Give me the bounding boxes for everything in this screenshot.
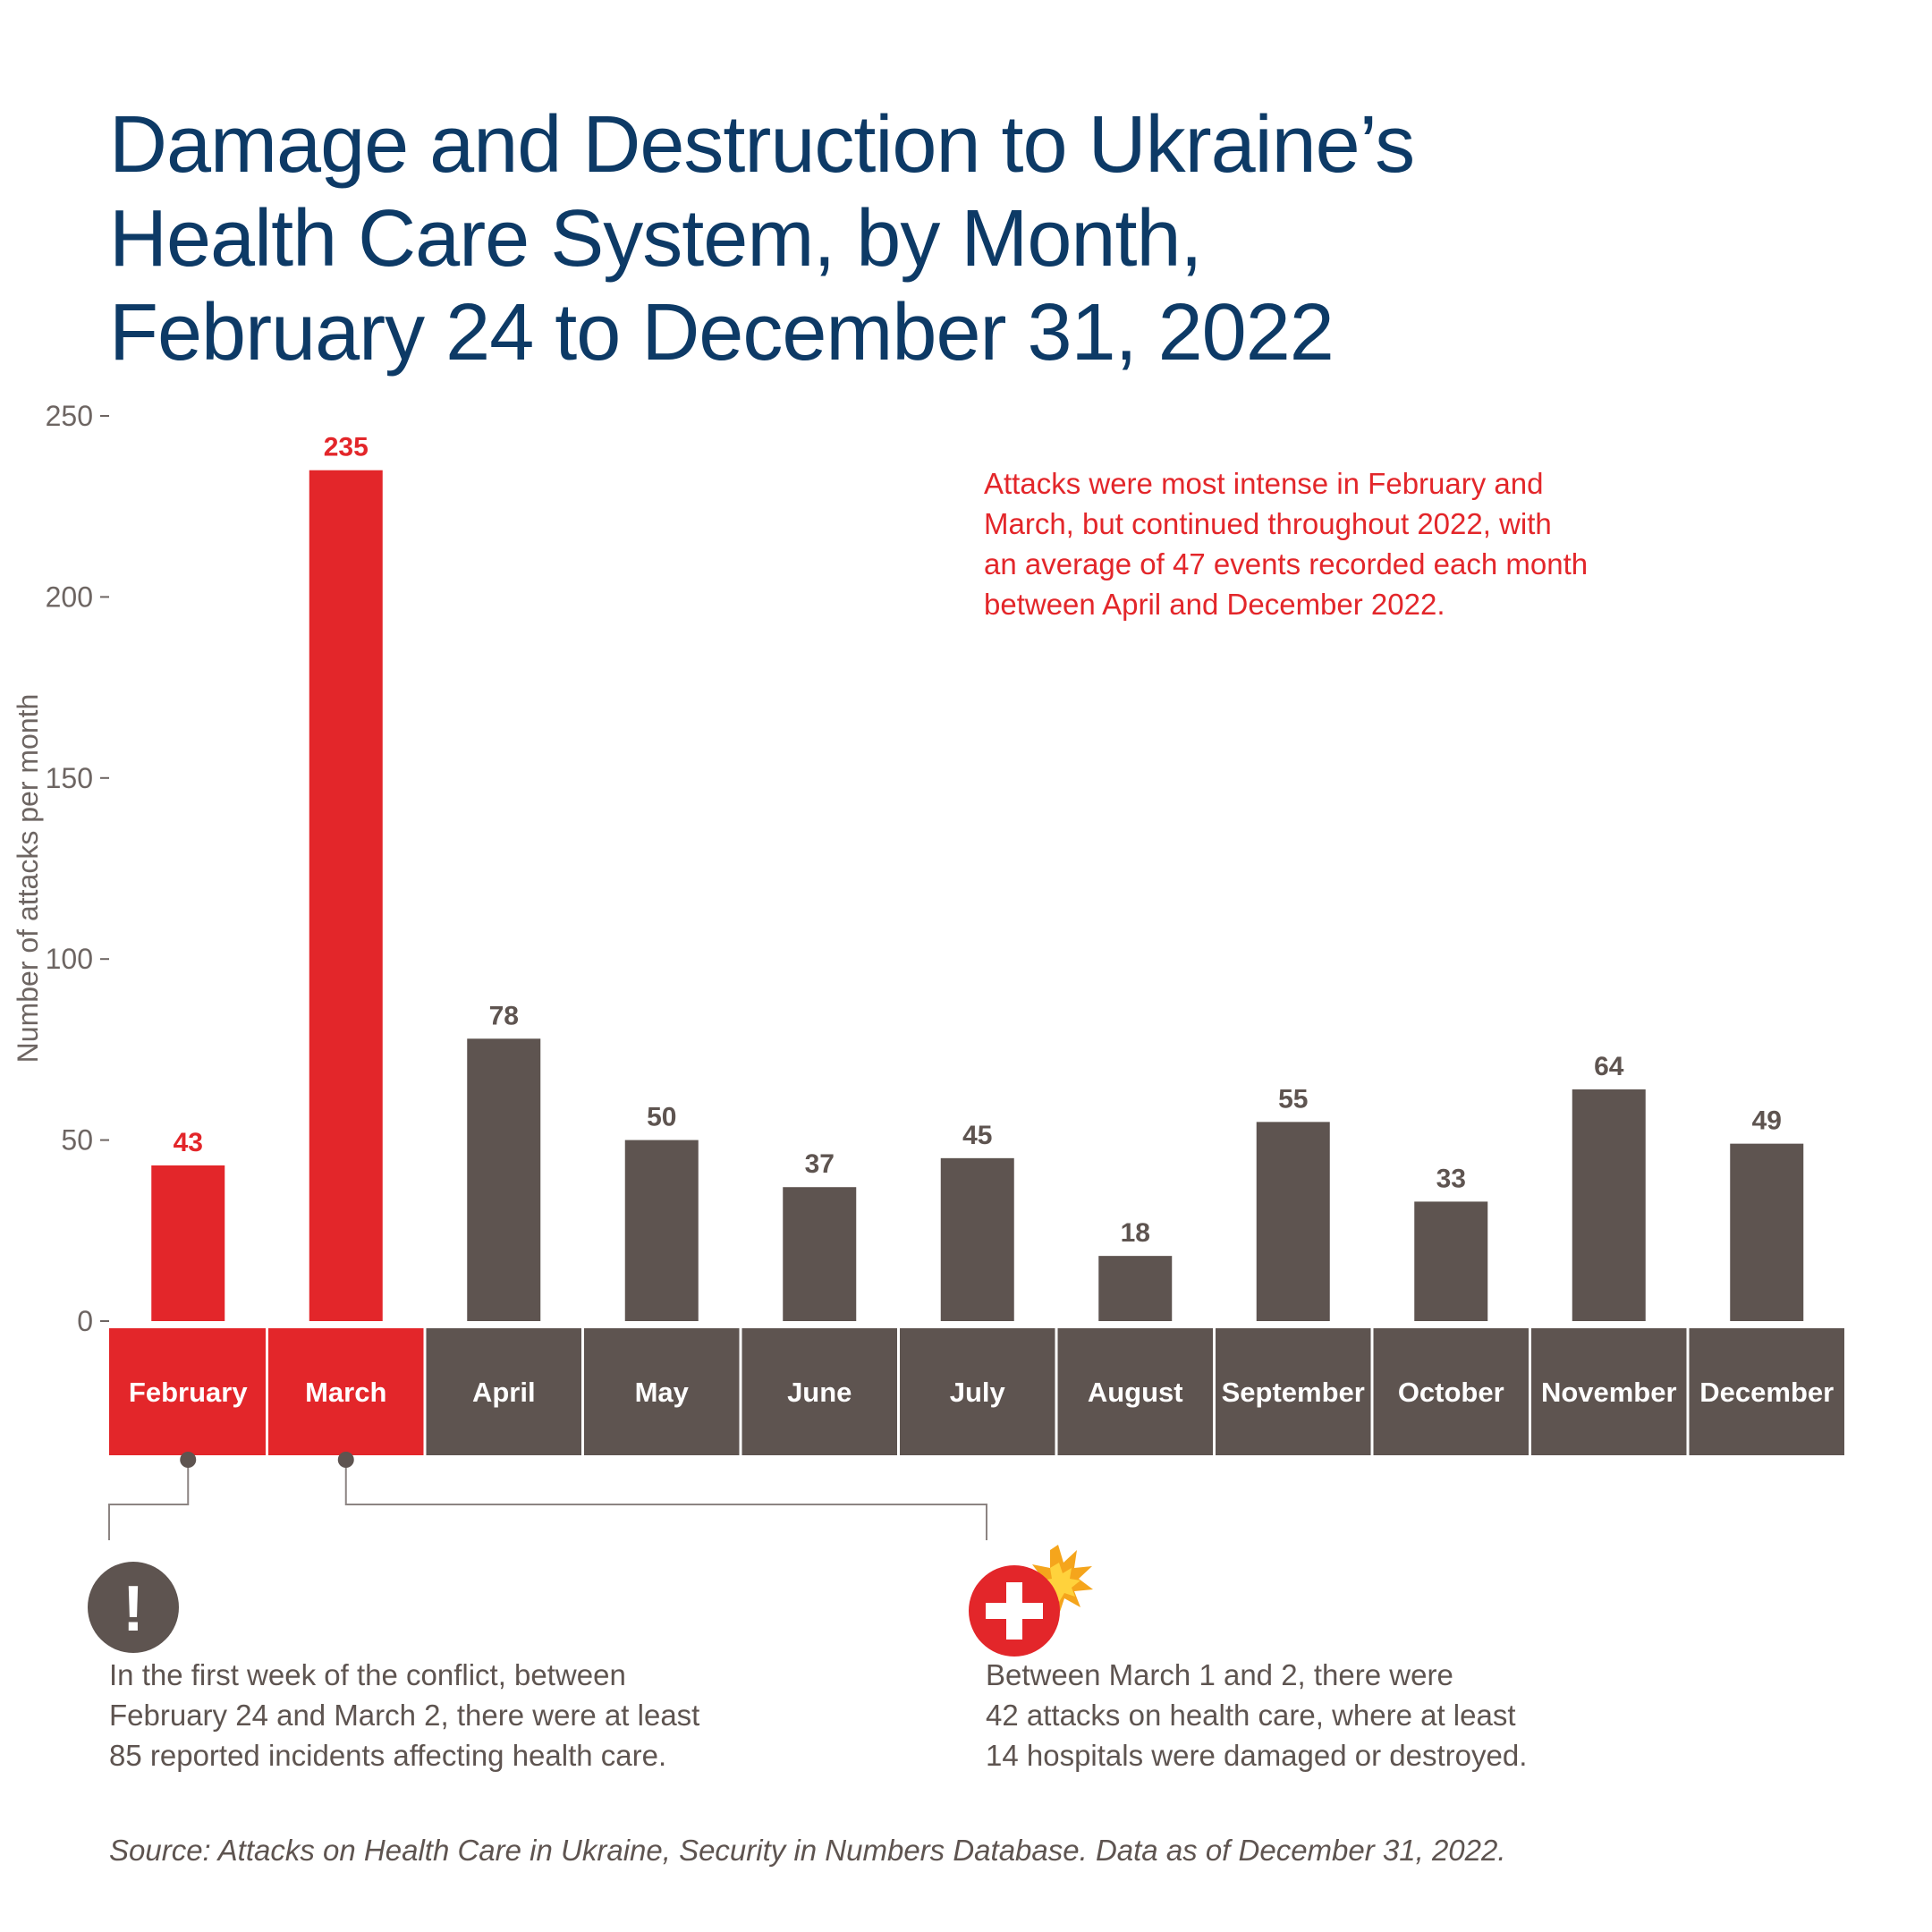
bar-october <box>1414 1201 1488 1321</box>
month-box-december <box>1689 1328 1844 1455</box>
note-right-line-1: Between March 1 and 2, there were <box>986 1658 1453 1691</box>
callout-line-3: an average of 47 events recorded each mo… <box>984 547 1589 580</box>
month-box-july <box>900 1328 1055 1455</box>
value-label-june: 37 <box>805 1149 835 1179</box>
y-axis: 0 50 100 150 200 250 <box>46 400 109 1337</box>
y-tick-label-50: 50 <box>61 1124 93 1157</box>
callout-intensity: Attacks were most intense in February an… <box>984 463 1664 624</box>
exclamation-icon: ! <box>87 1561 180 1658</box>
month-box-november <box>1531 1328 1687 1455</box>
month-box-march <box>268 1328 424 1455</box>
title-line-1: Damage and Destruction to Ukraine’s <box>109 100 1415 190</box>
value-label-april: 78 <box>489 1001 519 1030</box>
note-first-week: In the first week of the conflict, betwe… <box>109 1655 789 1775</box>
callout-line-4: between April and December 2022. <box>984 588 1445 621</box>
y-tick-label-150: 150 <box>46 762 93 794</box>
bar-december <box>1730 1143 1804 1321</box>
y-tick-label-250: 250 <box>46 400 93 432</box>
connector-dot-february <box>180 1452 197 1468</box>
bar-june <box>783 1187 857 1321</box>
bar-march <box>309 470 383 1321</box>
medical-cross-explosion-icon <box>968 1543 1093 1664</box>
value-label-september: 55 <box>1278 1084 1308 1114</box>
svg-text:!: ! <box>123 1573 144 1645</box>
month-label-july: July <box>950 1377 1006 1408</box>
value-label-august: 18 <box>1121 1218 1150 1248</box>
connector-february <box>108 1460 190 1540</box>
connector-dot-march <box>337 1452 354 1468</box>
value-label-december: 49 <box>1752 1106 1782 1136</box>
connector-march <box>344 1460 987 1540</box>
month-label-september: September <box>1222 1377 1365 1408</box>
month-label-boxes: February March April May June July August Septe… <box>109 1328 1844 1455</box>
value-label-march: 235 <box>324 433 369 462</box>
month-label-april: April <box>472 1377 536 1408</box>
month-label-march: March <box>305 1377 386 1408</box>
month-box-october <box>1373 1328 1529 1455</box>
month-box-september <box>1216 1328 1371 1455</box>
bar-february <box>151 1165 225 1321</box>
value-label-october: 33 <box>1436 1164 1466 1193</box>
month-label-november: November <box>1541 1377 1677 1408</box>
month-box-april <box>426 1328 581 1455</box>
value-label-november: 64 <box>1594 1052 1624 1081</box>
month-label-february: February <box>129 1377 248 1408</box>
month-box-june <box>741 1328 897 1455</box>
bar-august <box>1098 1256 1173 1321</box>
value-label-february: 43 <box>174 1128 203 1157</box>
month-box-may <box>584 1328 740 1455</box>
y-axis-label: Number of attacks per month <box>12 694 44 1063</box>
callout-line-1: Attacks were most intense in February an… <box>984 467 1544 500</box>
note-right-line-3: 14 hospitals were damaged or destroyed. <box>986 1739 1528 1772</box>
month-box-august <box>1057 1328 1213 1455</box>
y-tick-label-100: 100 <box>46 943 93 975</box>
bar-july <box>940 1157 1014 1321</box>
bar-may <box>624 1140 699 1321</box>
title-line-3: February 24 to December 31, 2022 <box>109 288 1335 377</box>
callout-line-2: March, but continued throughout 2022, wi… <box>984 507 1552 540</box>
source-note: Source: Attacks on Health Care in Ukrain… <box>109 1834 1506 1867</box>
month-label-june: June <box>787 1377 852 1408</box>
value-labels-group: 43 235 78 50 37 45 18 55 33 64 49 <box>174 433 1782 1248</box>
note-left-line-1: In the first week of the conflict, betwe… <box>109 1658 626 1691</box>
note-march-attacks: Between March 1 and 2, there were 42 att… <box>986 1655 1665 1775</box>
page-title: Damage and Destruction to Ukraine’s Heal… <box>109 98 1630 380</box>
month-label-august: August <box>1088 1377 1183 1408</box>
bars-group <box>151 470 1804 1321</box>
callout-connectors <box>108 1452 987 1540</box>
value-label-july: 45 <box>962 1121 992 1150</box>
value-label-may: 50 <box>647 1103 676 1132</box>
y-tick-label-200: 200 <box>46 580 93 613</box>
month-label-december: December <box>1699 1377 1834 1408</box>
bar-april <box>467 1038 541 1321</box>
note-left-line-3: 85 reported incidents affecting health c… <box>109 1739 667 1772</box>
month-box-february <box>109 1328 266 1455</box>
bar-november <box>1572 1089 1646 1321</box>
bar-september <box>1256 1122 1330 1321</box>
month-label-october: October <box>1398 1377 1504 1408</box>
title-line-2: Health Care System, by Month, <box>109 194 1203 284</box>
note-left-line-2: February 24 and March 2, there were at l… <box>109 1699 700 1732</box>
y-tick-label-0: 0 <box>77 1305 93 1337</box>
month-label-may: May <box>635 1377 690 1408</box>
note-right-line-2: 42 attacks on health care, where at leas… <box>986 1699 1516 1732</box>
